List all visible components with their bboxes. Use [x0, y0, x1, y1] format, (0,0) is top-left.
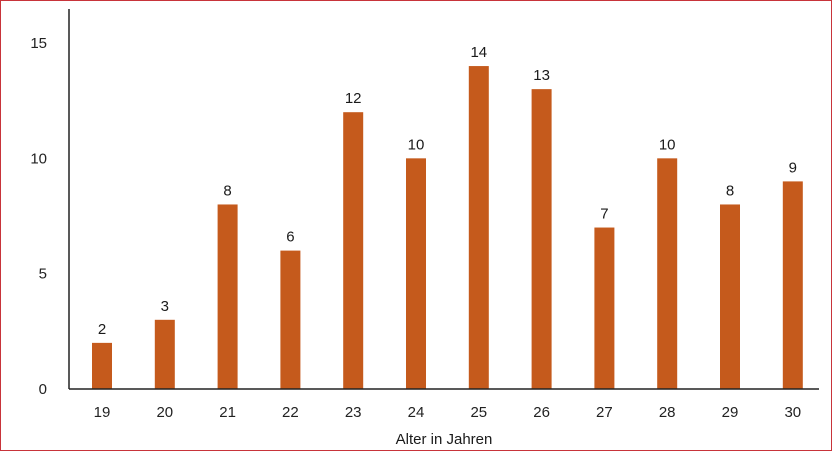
- x-axis-title: Alter in Jahren: [396, 431, 493, 448]
- bars: [92, 66, 803, 390]
- bar-22: [280, 250, 301, 389]
- x-tick-label-23: 23: [345, 404, 362, 421]
- bar-24: [406, 158, 426, 389]
- data-label-29: 8: [726, 182, 734, 199]
- x-tick-label-27: 27: [596, 404, 613, 421]
- x-axis-ticks: 19 20 21 22 23 24 25 26 27 28 29 30: [94, 404, 801, 421]
- data-label-21: 8: [223, 182, 231, 199]
- x-tick-label-22: 22: [282, 404, 299, 421]
- data-label-27: 7: [600, 206, 608, 223]
- x-tick-label-21: 21: [219, 404, 236, 421]
- x-tick-label-30: 30: [784, 404, 801, 421]
- bar-21: [217, 204, 238, 389]
- data-label-26: 13: [533, 67, 550, 84]
- x-tick-label-26: 26: [533, 404, 550, 421]
- y-axis-ticks: 0 5 10 15: [30, 35, 47, 398]
- bar-20: [154, 319, 175, 389]
- bar-25: [468, 66, 489, 390]
- bar-19: [92, 342, 112, 389]
- data-label-22: 6: [286, 229, 294, 246]
- x-tick-label-19: 19: [94, 404, 111, 421]
- y-tick-label-0: 0: [39, 381, 47, 398]
- bar-23: [343, 112, 364, 389]
- data-label-19: 2: [98, 321, 106, 338]
- x-tick-label-20: 20: [156, 404, 173, 421]
- data-label-24: 10: [408, 136, 425, 153]
- bar-27: [594, 227, 615, 389]
- y-tick-label-3: 15: [30, 35, 47, 52]
- y-tick-label-1: 5: [39, 266, 47, 283]
- bar-26: [531, 89, 552, 389]
- bar-29: [720, 204, 740, 389]
- bar-28: [657, 158, 678, 389]
- data-label-25: 14: [470, 44, 487, 61]
- x-tick-label-28: 28: [659, 404, 676, 421]
- data-label-23: 12: [345, 90, 362, 107]
- x-tick-label-24: 24: [408, 404, 425, 421]
- y-tick-label-2: 10: [30, 150, 47, 167]
- data-labels: 2 3 8 6 12 10 14 13 7 10 8 9: [98, 44, 797, 338]
- x-tick-label-25: 25: [470, 404, 487, 421]
- x-tick-label-29: 29: [722, 404, 739, 421]
- data-label-28: 10: [659, 136, 676, 153]
- bar-30: [782, 181, 803, 389]
- data-label-30: 9: [789, 159, 797, 176]
- data-label-20: 3: [161, 298, 169, 315]
